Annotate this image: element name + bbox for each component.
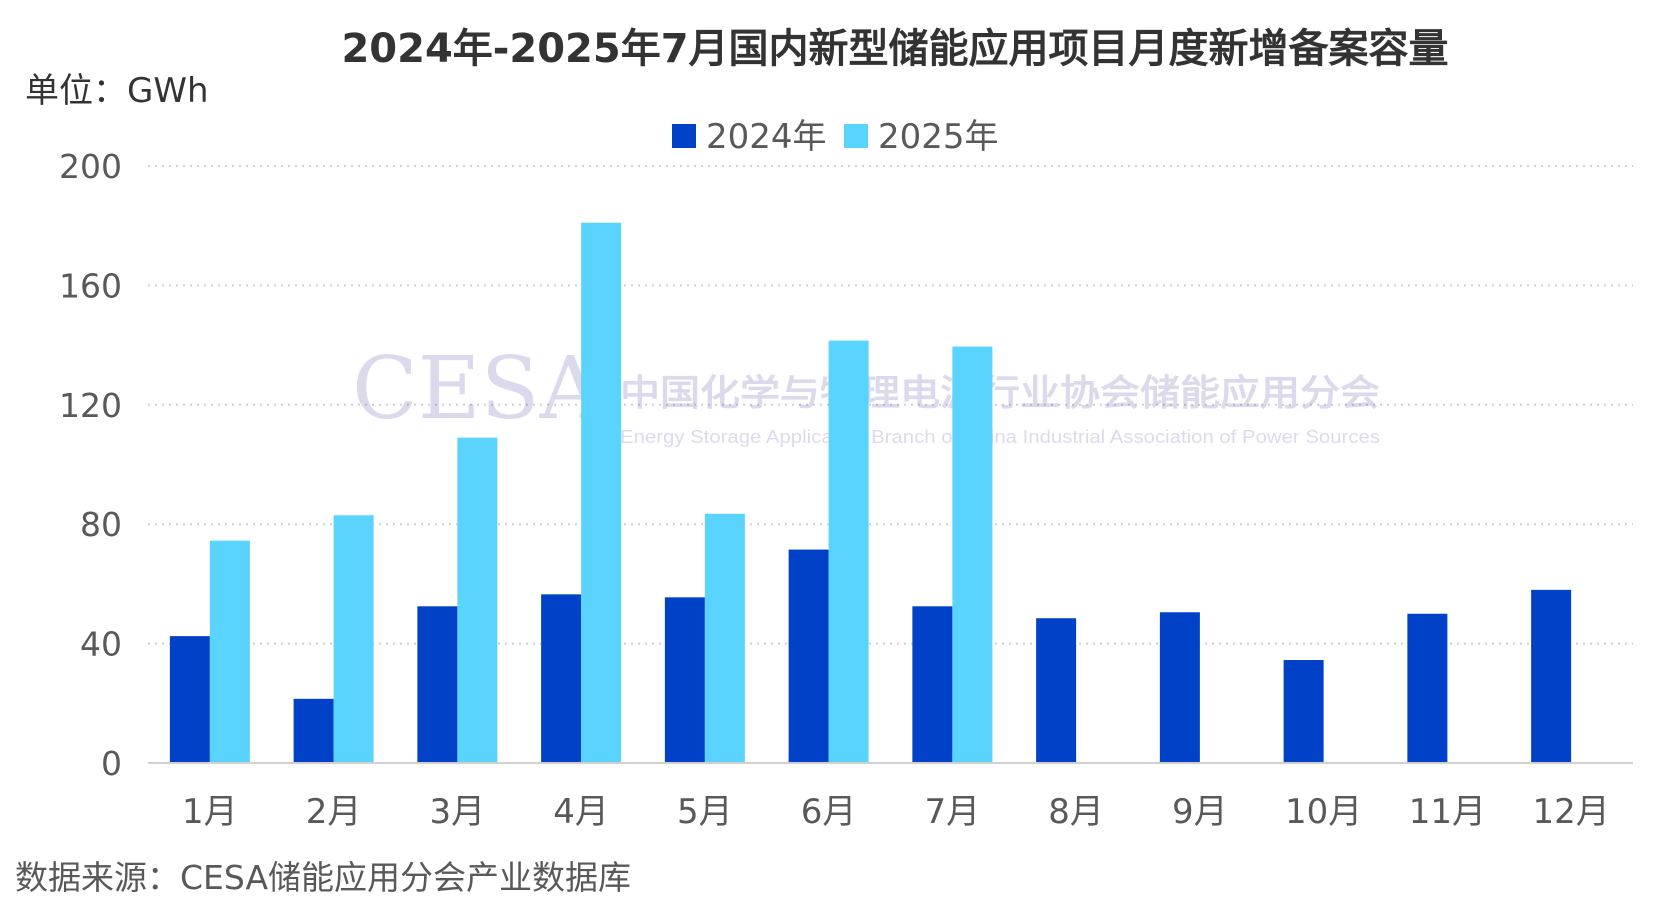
bar-2024年-10月 bbox=[1283, 660, 1324, 763]
watermark-name-en: Energy Storage Application Branch of Chi… bbox=[620, 427, 1380, 447]
bar-2024年-11月 bbox=[1407, 613, 1448, 763]
x-tick-label: 9月 bbox=[1172, 792, 1228, 832]
bar-2024年-5月 bbox=[664, 597, 705, 763]
watermark-logo: CESA bbox=[352, 339, 602, 439]
unit-label: 单位：GWh bbox=[25, 71, 209, 111]
x-tick-label: 5月 bbox=[677, 792, 733, 832]
x-tick-label: 7月 bbox=[925, 792, 981, 832]
x-tick-label: 4月 bbox=[553, 792, 609, 832]
bar-2025年-5月 bbox=[704, 513, 745, 763]
bar-2024年-1月 bbox=[169, 636, 210, 763]
x-tick-label: 11月 bbox=[1409, 792, 1486, 832]
bar-2025年-3月 bbox=[457, 437, 498, 763]
bar-2025年-7月 bbox=[952, 346, 993, 763]
x-tick-label: 2月 bbox=[306, 792, 362, 832]
x-tick-label: 10月 bbox=[1285, 792, 1362, 832]
bars bbox=[169, 222, 1572, 764]
x-tick-label: 8月 bbox=[1048, 792, 1104, 832]
x-tick-label: 6月 bbox=[801, 792, 857, 832]
watermark-name-cn: 中国化学与物理电源行业协会储能应用分会 bbox=[620, 372, 1380, 414]
bar-2024年-9月 bbox=[1159, 612, 1200, 763]
chart-title: 2024年-2025年7月国内新型储能应用项目月度新增备案容量 bbox=[341, 26, 1448, 72]
bar-2025年-2月 bbox=[333, 515, 374, 763]
bar-2024年-12月 bbox=[1531, 589, 1572, 763]
y-tick-label: 40 bbox=[80, 625, 122, 664]
y-tick-label: 0 bbox=[101, 744, 122, 783]
legend-label: 2024年 bbox=[706, 117, 827, 157]
x-tick-label: 1月 bbox=[182, 792, 238, 832]
y-tick-label: 160 bbox=[59, 266, 122, 305]
watermark: CESA 中国化学与物理电源行业协会储能应用分会 Energy Storage … bbox=[352, 339, 1380, 447]
gridlines bbox=[148, 165, 1633, 645]
x-axis-ticks: 1月 2月 3月 4月 5月 6月 7月 8月 9月 10月 11月 12月 bbox=[182, 792, 1610, 832]
legend-swatch-2025年 bbox=[844, 124, 868, 148]
legend-swatch-2024年 bbox=[672, 124, 696, 148]
y-axis-ticks: 0 40 80 120 160 200 bbox=[59, 147, 122, 783]
bar-2025年-4月 bbox=[581, 222, 622, 764]
bar-2024年-6月 bbox=[788, 549, 829, 763]
bar-2024年-4月 bbox=[541, 594, 582, 763]
y-tick-label: 120 bbox=[59, 386, 122, 425]
legend-label: 2025年 bbox=[878, 117, 999, 157]
bar-2024年-8月 bbox=[1036, 618, 1077, 763]
bar-2025年-1月 bbox=[209, 540, 250, 763]
source-note: 数据来源：CESA储能应用分会产业数据库 bbox=[15, 858, 631, 897]
legend: 2024年 2025年 bbox=[672, 117, 999, 157]
x-tick-label: 12月 bbox=[1532, 792, 1609, 832]
bar-2024年-7月 bbox=[912, 606, 953, 763]
y-tick-label: 80 bbox=[80, 505, 122, 544]
bar-2025年-6月 bbox=[828, 340, 869, 763]
bar-2024年-2月 bbox=[293, 698, 334, 763]
y-tick-label: 200 bbox=[59, 147, 122, 186]
x-tick-label: 3月 bbox=[430, 792, 486, 832]
bar-2024年-3月 bbox=[417, 606, 458, 763]
